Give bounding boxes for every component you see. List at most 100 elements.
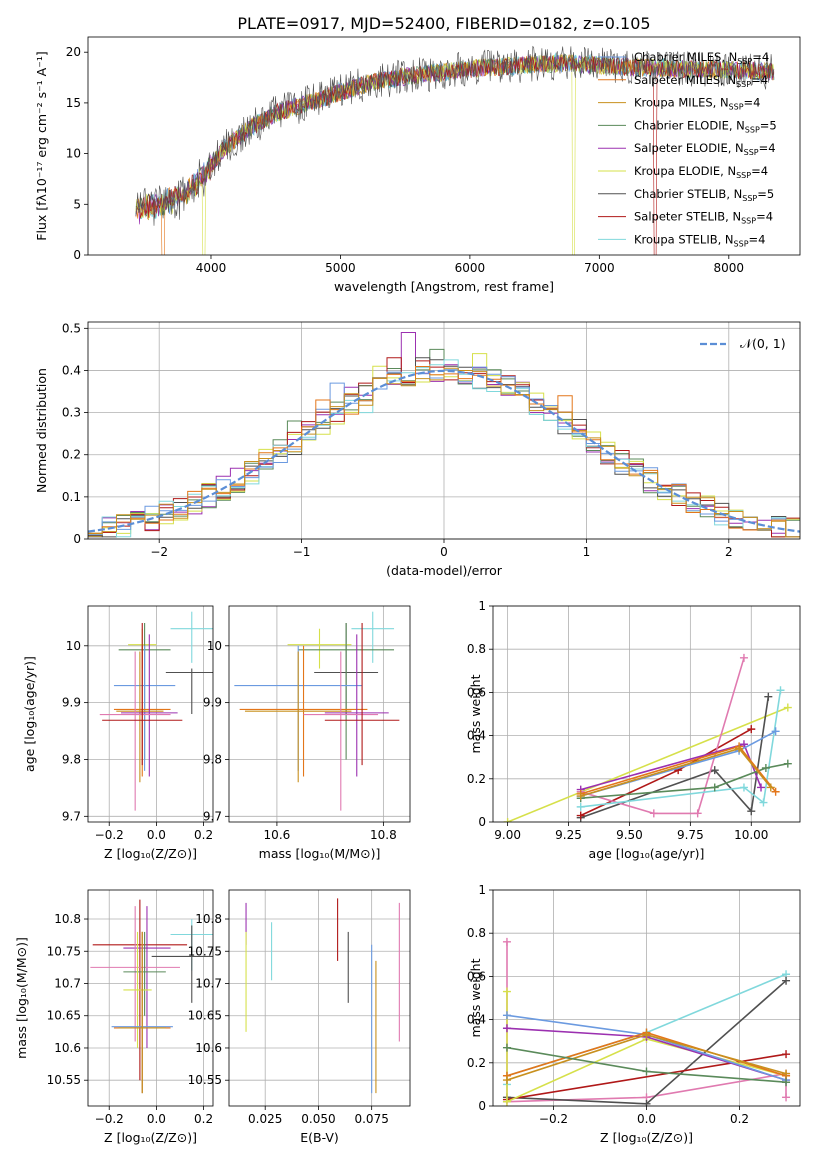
y-axis-label: mass [log₁₀(M/M⊙)] xyxy=(14,937,29,1059)
y-tick-label: 10.8 xyxy=(195,912,222,926)
y-tick-label: 9.8 xyxy=(62,752,81,766)
y-tick-label: 10.6 xyxy=(195,1041,222,1055)
y-tick-label: 0.2 xyxy=(467,772,486,786)
weight-line xyxy=(580,730,776,797)
y-tick-label: 0.5 xyxy=(62,321,81,335)
y-tick-label: 10 xyxy=(207,639,222,653)
weight-marker xyxy=(782,1069,791,1078)
age-vs-mass-panel: 10.6 10.8 9.7 9.8 9.9 10 mass [log₁₀(M/M⊙)] xyxy=(203,605,411,861)
weight-marker xyxy=(502,1024,511,1033)
x-tick-label: 9.00 xyxy=(494,828,521,842)
weight-marker xyxy=(642,1030,651,1039)
x-axis-label: age [log₁₀(age/yr)] xyxy=(589,846,705,861)
weight-marker xyxy=(739,740,748,749)
weight-marker xyxy=(771,727,780,736)
y-axis-label: age [log₁₀(age/yr)] xyxy=(22,656,37,772)
y-tick-label: 10.65 xyxy=(47,1009,81,1023)
y-tick-label: 0.4 xyxy=(467,729,486,743)
y-tick-label: 20 xyxy=(66,45,81,59)
x-tick-label: 0.025 xyxy=(248,1112,282,1126)
y-tick-label: 0.6 xyxy=(467,969,486,983)
x-tick-label: 0.2 xyxy=(194,1112,213,1126)
weight-line xyxy=(580,690,782,808)
y-tick-label: 9.7 xyxy=(62,809,81,823)
residuals-marks xyxy=(88,332,800,538)
histogram-kroupa-miles xyxy=(88,367,800,538)
y-tick-label: 0.8 xyxy=(467,926,486,940)
y-tick-label: 9.8 xyxy=(203,752,222,766)
x-tick-label: 9.50 xyxy=(616,828,643,842)
x-tick-label: −2 xyxy=(150,545,168,559)
y-tick-label: 1 xyxy=(478,599,486,613)
mass-vs-EBV-ticks: 0.025 0.050 0.075 10.55 10.6 10.65 10.7 10.75 10… xyxy=(188,912,389,1126)
legend-entry: Kroupa STELIB, NSSP=4 xyxy=(634,232,765,248)
y-tick-label: 0.4 xyxy=(62,363,81,377)
x-tick-label: 0.2 xyxy=(730,1112,749,1126)
age-vs-mass-marks xyxy=(234,611,400,811)
mass-vs-EBV-panel: 0.025 0.050 0.075 10.55 10.6 10.65 10.7 10.75 10… xyxy=(188,889,411,1145)
y-tick-label: 0.4 xyxy=(467,1013,486,1027)
weight-marker xyxy=(710,766,719,775)
y-tick-label: 0.2 xyxy=(467,1056,486,1070)
y-tick-label: 0.6 xyxy=(467,685,486,699)
y-axis-label: Normed distribution xyxy=(34,368,49,493)
spectrum-marks xyxy=(135,45,775,255)
mass-vs-Z-frame xyxy=(87,889,214,1107)
age-vs-Z-panel: −0.2 0.0 0.2 9.7 9.8 9.9 10 Z [log₁₀(Z/Z⊙)] age … xyxy=(22,605,214,861)
weight-vs-Z-panel: −0.2 0.0 0.2 0 0.2 0.4 0.6 0.8 1 Z [log₁₀(Z/Z⊙)] m… xyxy=(467,883,801,1145)
x-tick-label: 0.050 xyxy=(301,1112,335,1126)
y-tick-label: 0 xyxy=(478,1099,486,1113)
spectrum-legend: Chabrier MILES, NSSP=4 Salpeter MILES, NS… xyxy=(598,50,777,248)
weight-marker xyxy=(502,1043,511,1052)
y-tick-label: 10.7 xyxy=(54,976,81,990)
y-tick-label: 0 xyxy=(73,248,81,262)
weight-vs-Z-marks xyxy=(502,937,791,1106)
legend-entry: Kroupa MILES, NSSP=4 xyxy=(634,96,760,112)
x-tick-label: −0.2 xyxy=(95,828,124,842)
residuals-panel: −2 −1 0 1 2 0 0.1 0.2 0.3 0.4 0.5 (data-model)/erro… xyxy=(34,321,801,578)
legend-entry: 𝒩(0, 1) xyxy=(740,336,786,351)
spectrum-panel: 4000 5000 6000 7000 8000 0 5 10 15 20 wavelength [… xyxy=(34,36,801,294)
weight-marker xyxy=(747,807,756,816)
weight-marker xyxy=(649,809,658,818)
weight-marker xyxy=(761,764,770,772)
mass-vs-Z-panel: −0.2 0.0 0.2 10.55 10.6 10.65 10.7 10.75 10.8 Z [… xyxy=(14,889,214,1145)
weight-line xyxy=(580,747,772,797)
x-tick-label: 2 xyxy=(725,545,733,559)
weight-marker xyxy=(766,783,775,792)
y-tick-label: 9.9 xyxy=(203,696,222,710)
histogram-kroupa-stelib xyxy=(88,359,800,538)
weight-line xyxy=(580,762,788,799)
x-axis-label: mass [log₁₀(M/M⊙)] xyxy=(259,846,381,861)
figure-title: PLATE=0917, MJD=52400, FIBERID=0182, z=0… xyxy=(237,14,650,33)
legend-entry: Kroupa ELODIE, NSSP=4 xyxy=(634,164,768,180)
x-axis-label: (data-model)/error xyxy=(386,563,503,578)
spectrum-frame xyxy=(87,36,801,256)
legend-entry: Chabrier ELODIE, NSSP=5 xyxy=(634,118,777,134)
weight-marker xyxy=(576,792,585,801)
weight-marker xyxy=(503,818,512,822)
spectrum-line xyxy=(135,45,775,226)
y-tick-label: 10.75 xyxy=(47,944,81,958)
y-tick-label: 10 xyxy=(66,147,81,161)
x-tick-label: 6000 xyxy=(455,261,486,275)
spectrum-ticks: 4000 5000 6000 7000 8000 0 5 10 15 20 xyxy=(66,45,744,275)
y-tick-label: 10.75 xyxy=(188,944,222,958)
weight-marker xyxy=(782,976,791,985)
y-tick-label: 9.7 xyxy=(203,809,222,823)
weight-vs-Z-ticks: −0.2 0.0 0.2 0 0.2 0.4 0.6 0.8 1 xyxy=(467,883,749,1126)
y-tick-label: 10.55 xyxy=(47,1073,81,1087)
legend-entry: Chabrier STELIB, NSSP=5 xyxy=(634,187,774,203)
legend-entry: Salpeter STELIB, NSSP=4 xyxy=(634,210,773,226)
x-tick-label: 9.25 xyxy=(555,828,582,842)
weight-vs-age-marks xyxy=(503,653,792,822)
y-tick-label: 0.2 xyxy=(62,448,81,462)
y-tick-label: 10.6 xyxy=(54,1041,81,1055)
x-tick-label: 0.2 xyxy=(194,828,213,842)
age-vs-mass-frame xyxy=(228,605,411,823)
weight-vs-age-ticks: 9.00 9.25 9.50 9.75 10.00 0 0.2 0.4 0.6 0.8 1 xyxy=(467,599,769,842)
x-tick-label: 1 xyxy=(583,545,591,559)
weight-marker xyxy=(782,1078,791,1087)
